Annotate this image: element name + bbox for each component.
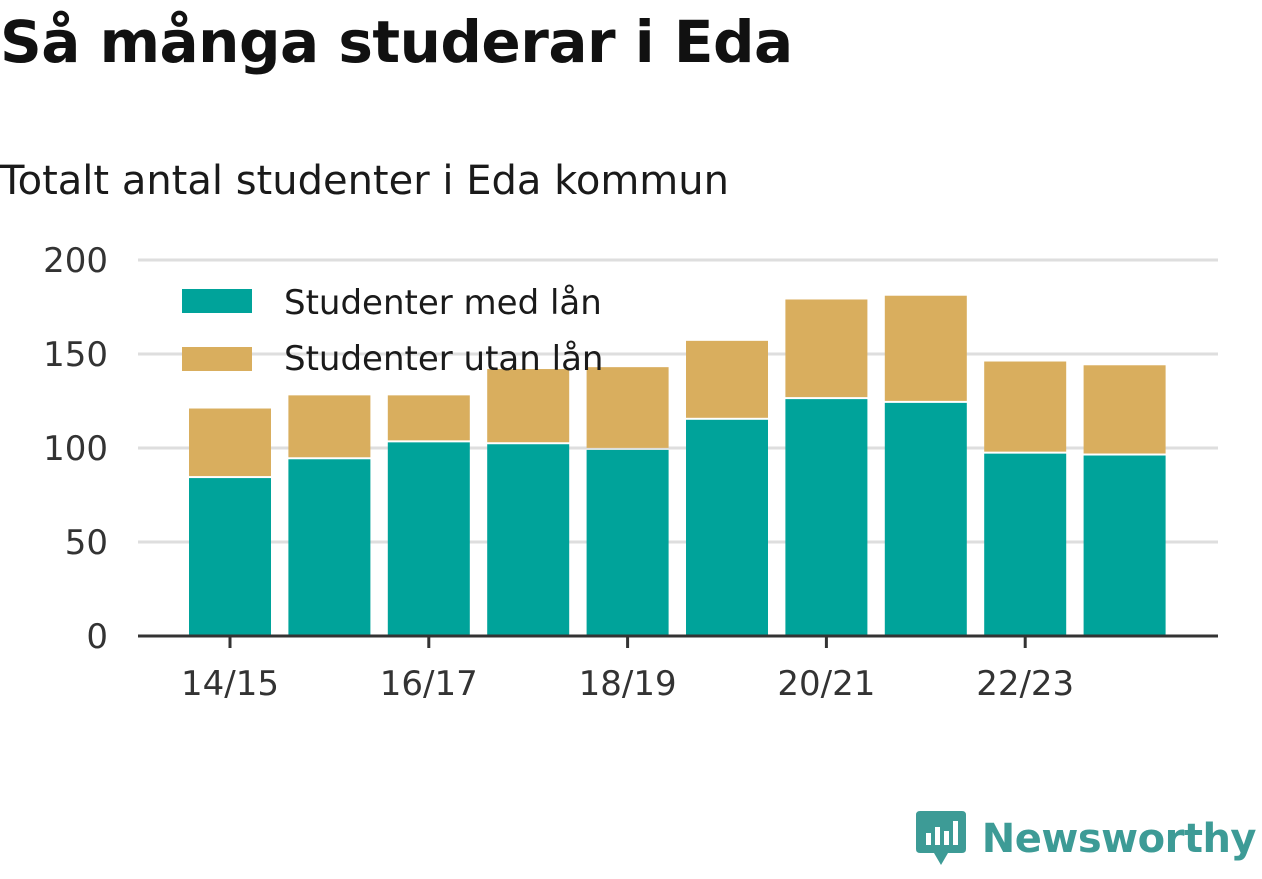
bars xyxy=(189,295,1166,636)
y-tick-label: 0 xyxy=(86,617,108,657)
bar-utan-lan xyxy=(884,295,967,401)
bar-utan-lan xyxy=(1083,365,1166,454)
x-tick-label: 16/17 xyxy=(380,664,478,704)
bar-utan-lan xyxy=(586,367,669,448)
legend-label-utan-lan: Studenter utan lån xyxy=(284,339,603,379)
bar-utan-lan xyxy=(984,361,1067,452)
bar-utan-lan xyxy=(387,395,470,441)
bar-med-lan xyxy=(288,459,371,636)
bar-utan-lan xyxy=(487,369,570,443)
legend-swatch-med-lan xyxy=(182,289,252,313)
bar-med-lan xyxy=(586,449,669,636)
bar-med-lan xyxy=(984,453,1067,636)
bar-med-lan xyxy=(189,478,271,636)
bar-med-lan xyxy=(686,419,768,636)
bar-utan-lan xyxy=(189,408,271,477)
bar-med-lan xyxy=(387,442,470,636)
y-tick-label: 200 xyxy=(43,241,108,281)
y-tick-label: 50 xyxy=(65,523,108,563)
bar-med-lan xyxy=(1083,455,1166,636)
legend-label-med-lan: Studenter med lån xyxy=(284,283,602,323)
chart-subtitle: Totalt antal studenter i Eda kommun xyxy=(0,158,729,204)
legend: Studenter med lån Studenter utan lån xyxy=(182,283,603,379)
x-axis: 14/15 16/17 18/19 20/21 22/23 xyxy=(138,634,1218,704)
bar-utan-lan xyxy=(686,340,768,418)
bar-med-lan xyxy=(487,444,570,636)
chart-title: Så många studerar i Eda xyxy=(0,8,793,76)
x-tick-label: 18/19 xyxy=(579,664,677,704)
x-tick-label: 20/21 xyxy=(777,664,875,704)
bar-med-lan xyxy=(785,399,868,636)
y-tick-label: 100 xyxy=(43,429,108,469)
brand: Newsworthy xyxy=(915,811,1257,867)
bar-utan-lan xyxy=(785,299,868,398)
x-tick-label: 22/23 xyxy=(976,664,1074,704)
bar-med-lan xyxy=(884,402,967,636)
bar-utan-lan xyxy=(288,395,371,458)
legend-swatch-utan-lan xyxy=(182,347,252,371)
y-tick-label: 150 xyxy=(43,335,108,375)
x-tick-label: 14/15 xyxy=(181,664,279,704)
newsworthy-logo-icon xyxy=(915,811,966,865)
brand-name: Newsworthy xyxy=(981,816,1257,862)
